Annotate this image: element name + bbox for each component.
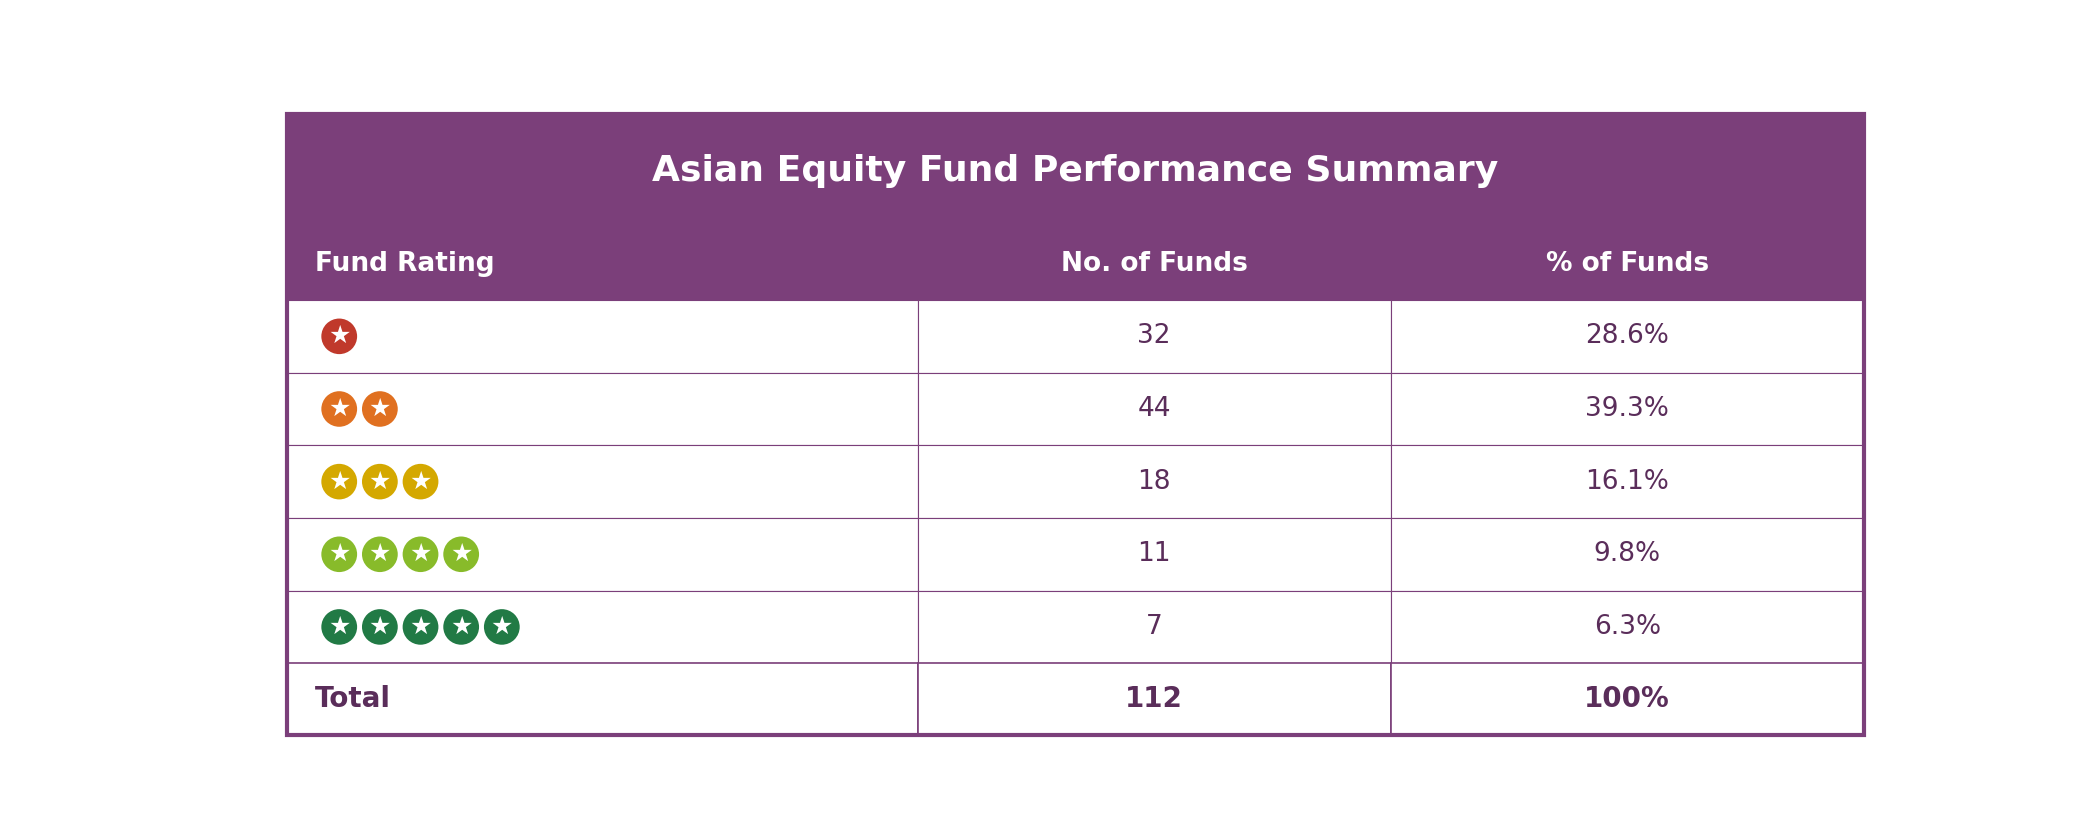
Text: ★: ★ xyxy=(327,470,350,494)
Text: ★: ★ xyxy=(409,470,432,494)
Text: ★: ★ xyxy=(449,543,472,566)
Ellipse shape xyxy=(363,537,399,572)
Text: ★: ★ xyxy=(409,543,432,566)
Ellipse shape xyxy=(443,537,478,572)
Text: ★: ★ xyxy=(327,615,350,639)
Bar xyxy=(917,300,1391,373)
Bar xyxy=(287,445,917,518)
Bar xyxy=(917,518,1391,591)
Text: ★: ★ xyxy=(449,615,472,639)
Ellipse shape xyxy=(321,391,357,427)
Ellipse shape xyxy=(363,391,399,427)
Text: Fund Rating: Fund Rating xyxy=(315,251,495,277)
Ellipse shape xyxy=(321,609,357,645)
Bar xyxy=(1391,373,1863,445)
Ellipse shape xyxy=(443,609,478,645)
Ellipse shape xyxy=(363,464,399,500)
Bar xyxy=(1391,664,1863,735)
Bar xyxy=(287,300,917,373)
Text: ★: ★ xyxy=(369,543,390,566)
Text: 28.6%: 28.6% xyxy=(1586,323,1670,349)
Text: 112: 112 xyxy=(1125,685,1183,713)
Text: % of Funds: % of Funds xyxy=(1546,251,1708,277)
Text: No. of Funds: No. of Funds xyxy=(1062,251,1248,277)
Text: 39.3%: 39.3% xyxy=(1586,396,1670,422)
Text: 16.1%: 16.1% xyxy=(1586,469,1670,495)
Text: ★: ★ xyxy=(327,543,350,566)
Ellipse shape xyxy=(321,537,357,572)
Bar xyxy=(917,664,1391,735)
Ellipse shape xyxy=(403,537,438,572)
Ellipse shape xyxy=(403,464,438,500)
Text: Total: Total xyxy=(315,685,390,713)
Text: 6.3%: 6.3% xyxy=(1594,614,1662,640)
Text: ★: ★ xyxy=(491,615,514,639)
Text: 7: 7 xyxy=(1146,614,1162,640)
Bar xyxy=(917,445,1391,518)
Bar xyxy=(917,591,1391,664)
Ellipse shape xyxy=(321,318,357,354)
Bar xyxy=(1391,300,1863,373)
Text: ★: ★ xyxy=(369,397,390,421)
Text: 44: 44 xyxy=(1137,396,1171,422)
Bar xyxy=(287,591,917,664)
Text: ★: ★ xyxy=(409,615,432,639)
Ellipse shape xyxy=(403,609,438,645)
Text: ★: ★ xyxy=(327,397,350,421)
Bar xyxy=(1391,445,1863,518)
Text: 100%: 100% xyxy=(1584,685,1670,713)
Bar xyxy=(287,373,917,445)
Text: Asian Equity Fund Performance Summary: Asian Equity Fund Performance Summary xyxy=(652,155,1498,188)
Bar xyxy=(287,518,917,591)
Bar xyxy=(287,228,1863,300)
Text: 18: 18 xyxy=(1137,469,1171,495)
Text: 9.8%: 9.8% xyxy=(1594,541,1662,567)
Bar xyxy=(287,664,917,735)
Text: 32: 32 xyxy=(1137,323,1171,349)
Text: ★: ★ xyxy=(327,324,350,349)
Bar xyxy=(1391,591,1863,664)
Bar xyxy=(287,113,1863,228)
Ellipse shape xyxy=(485,609,520,645)
Bar xyxy=(1391,518,1863,591)
Ellipse shape xyxy=(363,609,399,645)
Text: ★: ★ xyxy=(369,615,390,639)
Text: ★: ★ xyxy=(369,470,390,494)
Text: 11: 11 xyxy=(1137,541,1171,567)
Bar xyxy=(917,373,1391,445)
Ellipse shape xyxy=(321,464,357,500)
